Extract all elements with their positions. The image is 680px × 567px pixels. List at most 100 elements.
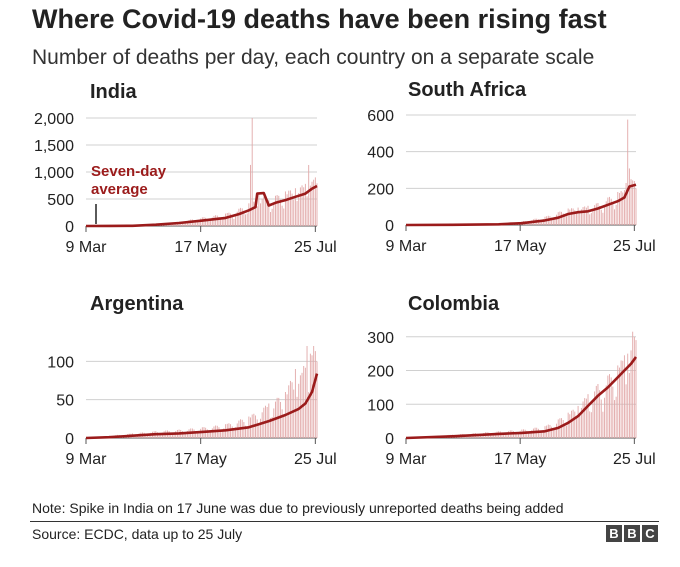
daily-bar [270, 417, 271, 438]
daily-bar [615, 204, 617, 225]
daily-bar [595, 203, 597, 225]
daily-bar [612, 386, 614, 438]
daily-bar [268, 200, 270, 226]
daily-bar [281, 409, 283, 438]
daily-bar [181, 431, 183, 438]
daily-bar [592, 400, 594, 438]
y-tick-label: 100 [367, 397, 394, 414]
chart-subtitle: Number of deaths per day, each country o… [32, 46, 595, 69]
daily-bar [614, 209, 615, 225]
daily-bar [301, 185, 303, 226]
daily-bar [582, 207, 584, 225]
annotation-label: average [91, 181, 148, 198]
daily-bar [173, 223, 175, 226]
daily-bar [504, 434, 506, 438]
panel-title: Argentina [90, 293, 184, 315]
daily-bar [632, 331, 634, 438]
daily-bar [537, 428, 539, 438]
daily-bar [183, 432, 185, 438]
daily-bar [306, 196, 308, 226]
daily-bar [218, 216, 220, 226]
daily-bar [531, 430, 533, 438]
daily-bar [258, 424, 260, 438]
x-tick-label: 25 Jul [613, 451, 656, 468]
y-tick-label: 100 [47, 354, 74, 371]
daily-bar [599, 205, 601, 225]
daily-bar [298, 383, 300, 438]
y-tick-label: 0 [65, 219, 74, 236]
y-tick-label: 50 [56, 393, 74, 410]
daily-bar [230, 213, 232, 226]
daily-bar [181, 222, 183, 226]
daily-bar [527, 432, 529, 438]
daily-bar [215, 215, 217, 226]
seven-day-average-line [405, 356, 638, 440]
footnote: Note: Spike in India on 17 June was due … [32, 500, 564, 516]
daily-bar [296, 396, 298, 438]
daily-bar [607, 375, 609, 438]
daily-bar [253, 201, 255, 226]
daily-bar [514, 432, 516, 438]
daily-bar [276, 195, 278, 226]
daily-bar [251, 118, 253, 226]
daily-bar [585, 207, 587, 225]
daily-bar [554, 217, 556, 225]
daily-bar [283, 208, 285, 226]
daily-bar [564, 216, 566, 225]
daily-bar [225, 213, 227, 226]
daily-bar [158, 433, 160, 438]
daily-bar [564, 423, 566, 438]
daily-bar [516, 434, 518, 438]
y-tick-label: 400 [367, 145, 394, 162]
panel-india: India 0 500 1,000 1,500 2,000 9 Mar 17 May 25 Ju… [34, 81, 337, 256]
daily-bar [549, 424, 551, 438]
bbc-logo-letter: B [624, 525, 640, 542]
daily-bar [561, 211, 562, 225]
daily-bar [612, 203, 614, 225]
daily-bar [206, 219, 208, 226]
daily-bar [296, 201, 298, 226]
daily-bar [529, 432, 531, 438]
daily-bar [590, 213, 592, 225]
daily-bar [620, 360, 622, 438]
annotation-label: Seven-day [91, 163, 167, 180]
daily-bar [314, 351, 316, 438]
y-tick-label: 0 [385, 431, 394, 448]
daily-bar [610, 377, 612, 438]
daily-bar [580, 407, 582, 438]
daily-bar [255, 415, 256, 438]
daily-bar [231, 426, 233, 438]
x-tick-label: 17 May [494, 238, 546, 255]
daily-bar [552, 429, 554, 438]
x-tick-label: 25 Jul [294, 451, 337, 468]
daily-bar [600, 399, 602, 438]
daily-bar [248, 203, 250, 226]
daily-bar [306, 346, 308, 438]
daily-bar [513, 431, 515, 438]
daily-bar [316, 361, 318, 438]
x-tick-label: 17 May [494, 451, 546, 468]
y-tick-label: 500 [47, 192, 74, 209]
daily-bar [206, 429, 208, 438]
daily-bar [278, 195, 280, 226]
daily-bar [617, 365, 619, 438]
daily-bar [273, 202, 275, 226]
daily-bar [551, 217, 553, 225]
daily-bar [579, 212, 581, 225]
daily-bar [226, 213, 228, 226]
daily-bar [193, 429, 195, 438]
daily-bar [604, 397, 606, 438]
daily-bar [261, 198, 263, 226]
daily-bar [255, 202, 256, 226]
y-tick-label: 0 [65, 431, 74, 448]
panel-title: South Africa [408, 79, 527, 101]
daily-bar [211, 217, 213, 226]
daily-bar [518, 432, 519, 438]
daily-bar [240, 207, 242, 226]
daily-bar [293, 389, 295, 438]
daily-bar [623, 355, 625, 438]
daily-bar [618, 192, 620, 225]
y-tick-label: 1,500 [34, 138, 74, 155]
daily-bar [221, 219, 223, 226]
